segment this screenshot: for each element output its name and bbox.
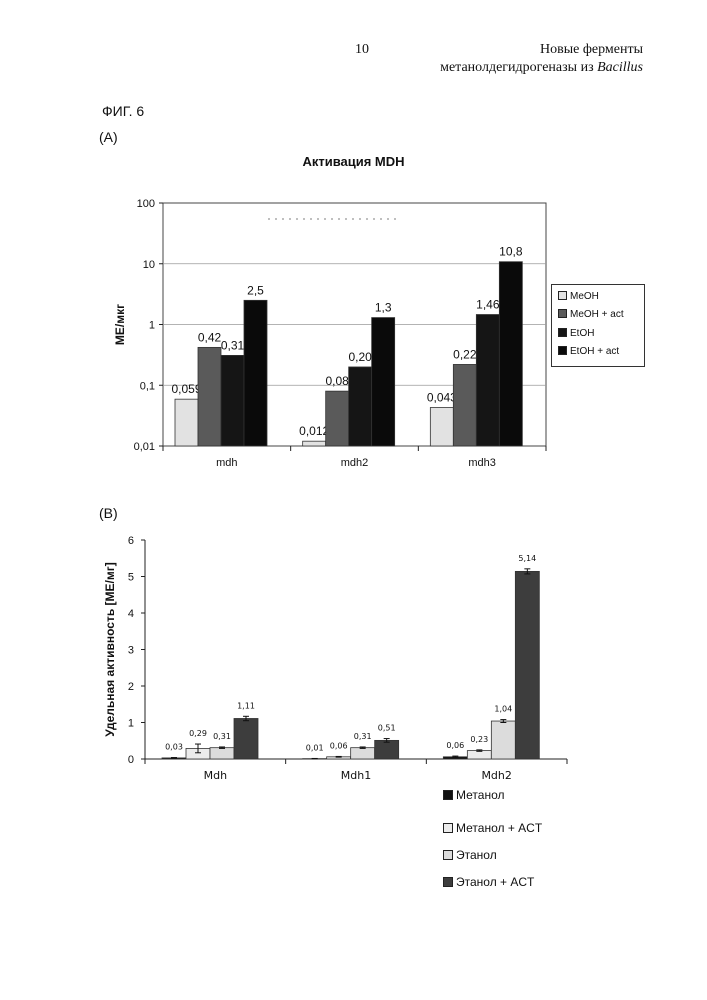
- legend-a-item-etoh: EtOH: [558, 328, 594, 339]
- legend-b-label-etanol: Этанол: [456, 848, 497, 862]
- legend-b-label-metanol: Метанол: [456, 788, 505, 802]
- chart-a-data-label: 0,31: [221, 338, 245, 352]
- chart-b-data-label: 0,01: [306, 743, 324, 752]
- legend-b-label-metanol-act: Метанол + ACT: [456, 821, 543, 835]
- chart-b-bar: [466, 750, 492, 760]
- header-title-line1: Новые ферменты: [539, 42, 643, 57]
- chart-b-xtick-label: Mdh1: [341, 769, 371, 782]
- chart-b-data-label: 0,31: [213, 732, 231, 741]
- chart-b-data-label: 0,51: [378, 724, 396, 733]
- chart-a-data-label: 0,22: [453, 347, 477, 361]
- legend-a-swatch-etoh: [558, 328, 567, 337]
- chart-a-ytick-label: 0,01: [134, 441, 155, 453]
- page-number: 10: [355, 42, 369, 57]
- legend-a-label-etoh-act: EtOH + act: [570, 346, 620, 357]
- chart-b-bar: [374, 739, 400, 760]
- legend-b-item-metanol-act: Метанол + ACT: [443, 821, 542, 835]
- chart-b-data-label: 0,06: [446, 741, 464, 750]
- chart-a-data-label: 10,8: [499, 245, 523, 259]
- panel-a-label: (A): [99, 129, 118, 145]
- legend-a-label-meoh: MeOH: [570, 291, 599, 302]
- chart-b-data-label: 1,11: [237, 701, 255, 710]
- legend-a-label-meoh-act: MeOH + act: [570, 309, 624, 320]
- chart-b-ytick-label: 6: [128, 535, 134, 547]
- chart-b-bar: [514, 570, 540, 760]
- legend-b-item-etanol: Этанол: [443, 848, 497, 862]
- chart-b-xtick-label: Mdh2: [481, 769, 511, 782]
- chart-b-xtick-label: Mdh: [204, 769, 227, 782]
- chart-a-ytick-label: 1: [149, 320, 155, 332]
- chart-a-legend: MeOH MeOH + act EtOH EtOH + act: [551, 284, 645, 367]
- chart-b-bar: [350, 747, 376, 760]
- legend-a-label-etoh: EtOH: [570, 328, 595, 339]
- legend-a-swatch-meoh-act: [558, 309, 567, 318]
- legend-a-item-etoh-act: EtOH + act: [558, 346, 619, 357]
- chart-b-data-label: 5,14: [518, 554, 536, 563]
- chart-a-xtick-label: mdh2: [341, 457, 369, 469]
- chart-a-data-label: 0,42: [198, 330, 222, 344]
- chart-a-data-label: 0,012: [299, 424, 329, 438]
- chart-a-data-label: 2,5: [247, 283, 264, 297]
- chart-a-ytick-label: 100: [137, 198, 155, 210]
- chart-a-data-label: 0,08: [325, 374, 349, 388]
- legend-a-item-meoh-act: MeOH + act: [558, 309, 624, 320]
- chart-b-ytick-label: 1: [128, 718, 134, 730]
- legend-a-swatch-meoh: [558, 291, 567, 300]
- chart-b-bar: [209, 747, 235, 760]
- chart-b-data-label: 0,03: [165, 743, 183, 752]
- legend-b-swatch-metanol: [443, 790, 453, 800]
- legend-b-item-etanol-act: Этанол + ACT: [443, 875, 534, 889]
- chart-b-ytick-label: 3: [128, 645, 134, 657]
- chart-a-xtick-label: mdh: [216, 457, 237, 469]
- chart-b-ytick-label: 2: [128, 681, 134, 693]
- chart-b-data-label: 0,29: [189, 729, 207, 738]
- chart-a-data-label: 0,043: [427, 391, 457, 405]
- figure-label: ФИГ. 6: [102, 103, 145, 119]
- chart-a-title: Активация MDH: [302, 154, 405, 169]
- chart-b-bar: [490, 720, 516, 760]
- chart-a-bar: [243, 299, 268, 447]
- chart-a-data-label: 0,059: [171, 382, 201, 396]
- chart-b-ytick-label: 4: [128, 608, 134, 620]
- chart-a-data-label: 1,3: [375, 301, 392, 315]
- legend-b-swatch-etanol: [443, 850, 453, 860]
- chart-a-data-label: 1,46: [476, 298, 500, 312]
- legend-a-item-meoh: MeOH: [558, 291, 599, 302]
- chart-a-bar: [498, 261, 523, 447]
- chart-a-data-label: 0,20: [348, 350, 372, 364]
- legend-b-swatch-etanol-act: [443, 877, 453, 887]
- legend-b-item-metanol: Метанол: [443, 788, 504, 802]
- chart-b-ytick-label: 5: [128, 572, 134, 584]
- chart-b-bar: [233, 718, 259, 760]
- chart-b-data-label: 0,06: [330, 741, 348, 750]
- chart-b-data-label: 0,23: [470, 735, 488, 744]
- chart-a: 0,01 0,1 1 10 100 0,059 0,420,31 2,5 mdh 0,012 0,0…: [113, 198, 547, 469]
- panel-b-label: (B): [99, 505, 118, 521]
- legend-b-swatch-metanol-act: [443, 823, 453, 833]
- chart-b-data-label: 1,04: [494, 705, 512, 714]
- chart-b-ytick-label: 0: [128, 754, 134, 766]
- legend-b-label-etanol-act: Этанол + ACT: [456, 875, 535, 889]
- chart-a-ytick-label: 10: [143, 259, 155, 271]
- chart-a-bar: [371, 317, 396, 447]
- chart-a-xtick-label: mdh3: [468, 457, 496, 469]
- chart-b-data-label: 0,31: [354, 732, 372, 741]
- header-title-line2: метанолдегидрогеназы из Bacillus: [440, 60, 643, 76]
- header-title-line2-italic: Bacillus: [597, 60, 643, 75]
- chart-b-ylabel: Удельная активность [МЕ/мг]: [103, 562, 117, 736]
- header-title-line2-text: метанолдегидрогеназы из: [440, 60, 598, 75]
- chart-a-ytick-label: 0,1: [140, 380, 155, 392]
- chart-a-ylabel: МЕ/мкг: [113, 304, 127, 345]
- legend-a-swatch-etoh-act: [558, 346, 567, 355]
